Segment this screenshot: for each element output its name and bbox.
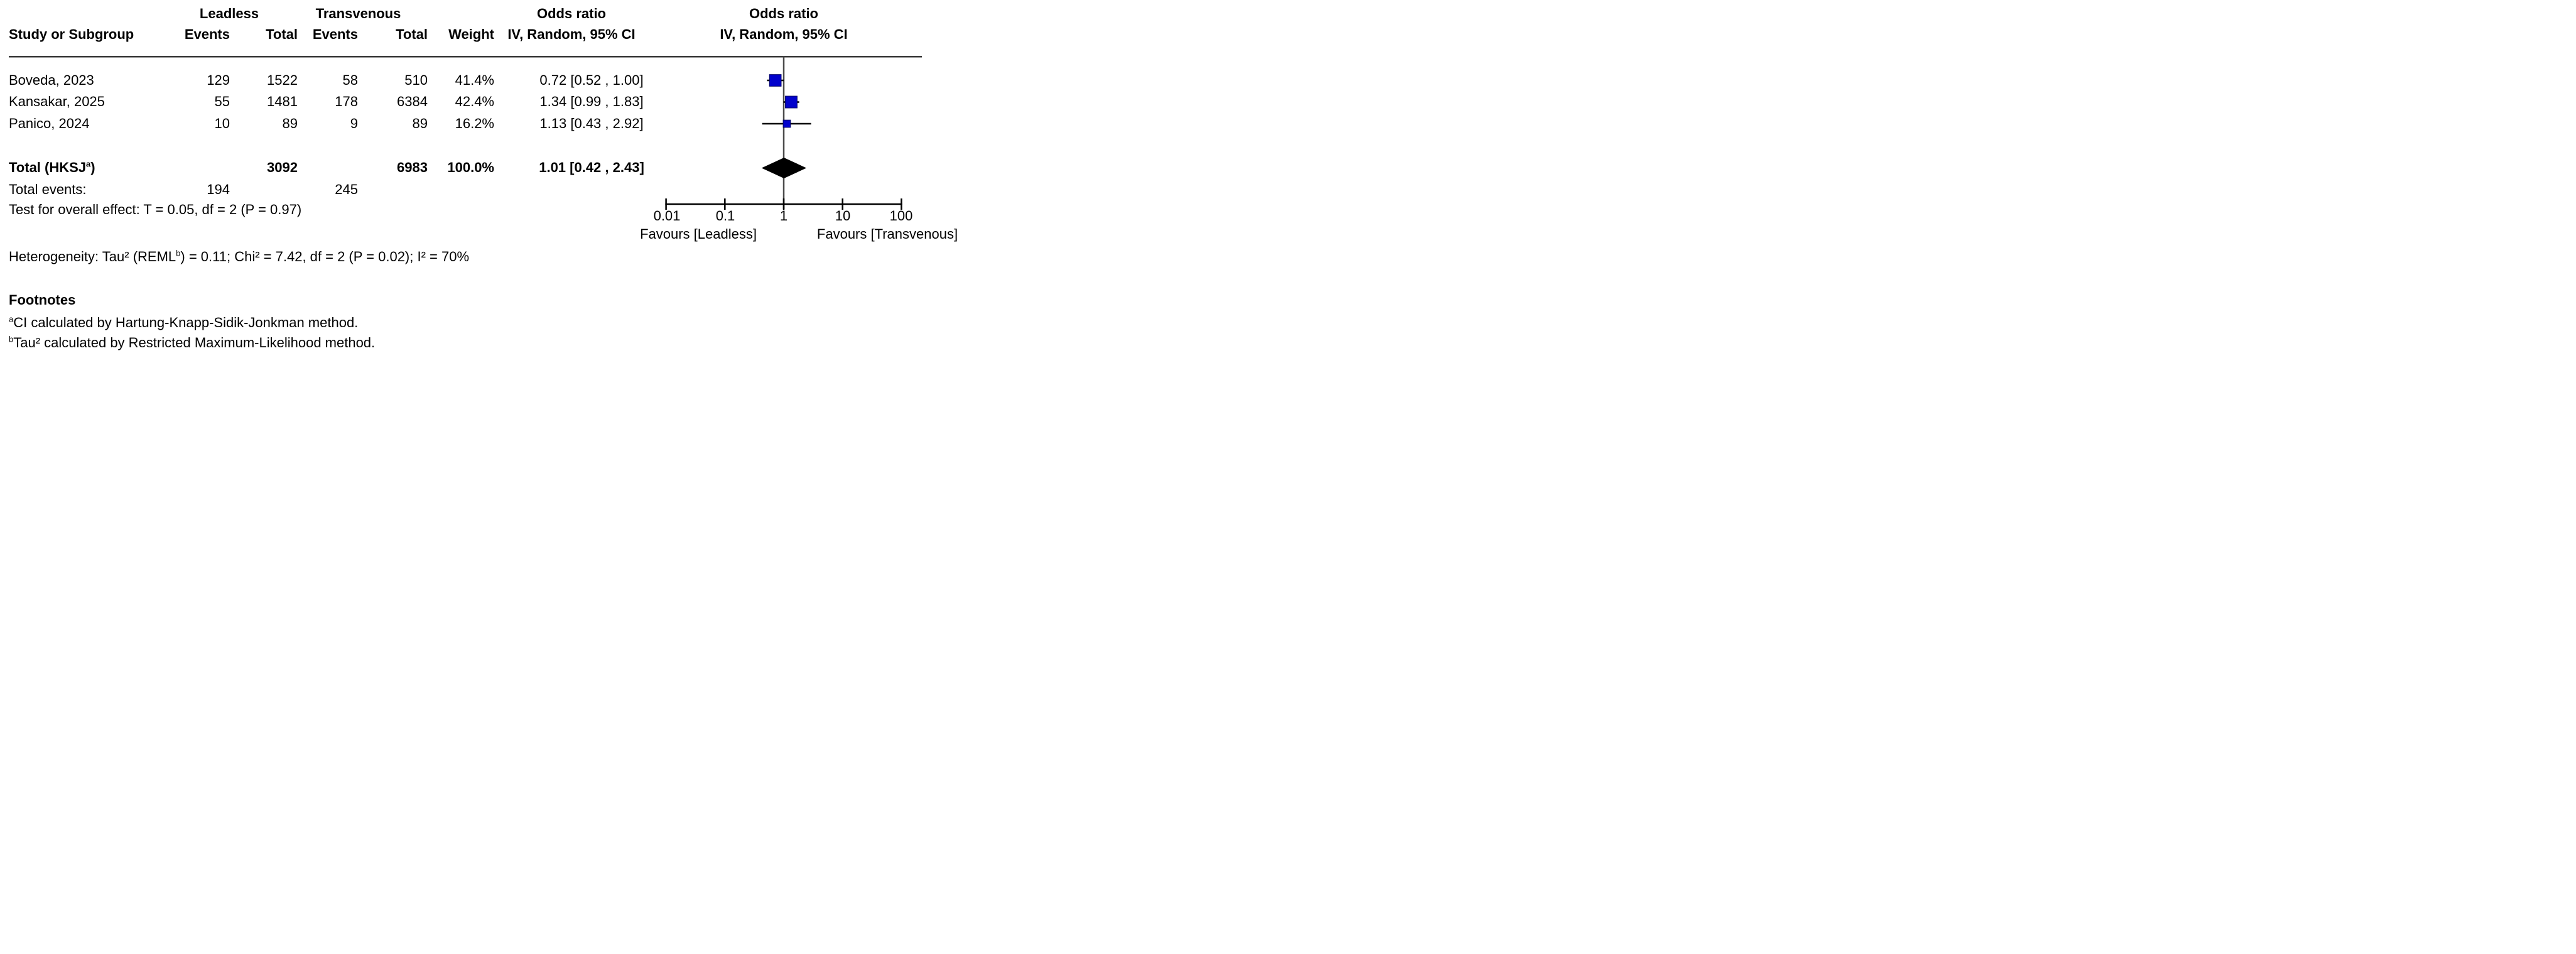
total-transvenous-sum: 6983: [397, 160, 428, 175]
study-name: Boveda, 2023: [9, 72, 94, 88]
column-header-row: Study or Subgroup Events Total Events To…: [0, 26, 970, 43]
total-transvenous-value: 510: [404, 72, 428, 88]
study-column-header: Study or Subgroup: [9, 26, 134, 42]
total-events-leadless: 194: [207, 182, 230, 197]
axis-tick-label: 0.01: [653, 208, 681, 224]
weight-value: 41.4%: [455, 72, 494, 88]
total-or-ci: 1.01 [0.42 , 2.43]: [539, 160, 644, 175]
overall-effect-test-text: Test for overall effect: T = 0.05, df = …: [9, 202, 302, 217]
study-name: Panico, 2024: [9, 116, 90, 131]
events-leadless-header: Events: [184, 26, 230, 42]
events-transvenous-value: 9: [350, 116, 358, 131]
weight-header: Weight: [448, 26, 494, 42]
weight-value: 16.2%: [455, 116, 494, 131]
footnote-marker-a: a: [86, 159, 91, 169]
events-transvenous-header: Events: [312, 26, 358, 42]
total-transvenous-value: 6384: [397, 94, 428, 109]
total-leadless-value: 89: [282, 116, 298, 131]
events-transvenous-value: 178: [335, 94, 358, 109]
total-leadless-value: 1481: [267, 94, 298, 109]
footnote-marker-b: b: [9, 334, 14, 344]
header-rule: [9, 56, 922, 58]
or-text-column-title: Odds ratio: [536, 6, 606, 21]
study-row: Panico, 2024 10 89 9 89 16.2% 1.13 [0.43…: [0, 115, 970, 133]
total-events-row: Total events: 194 245: [0, 181, 970, 198]
events-leadless-value: 129: [207, 72, 230, 88]
footnote-marker-a: a: [9, 314, 14, 324]
footnotes-title: Footnotes: [9, 292, 76, 308]
leadless-group-header: Leadless: [199, 6, 259, 21]
total-leadless-value: 1522: [267, 72, 298, 88]
footnote-b: bTau² calculated by Restricted Maximum-L…: [9, 334, 376, 350]
total-transvenous-value: 89: [412, 116, 428, 131]
or-ci-value: 0.72 [0.52 , 1.00]: [539, 72, 644, 88]
events-leadless-value: 55: [214, 94, 230, 109]
axis-tick-label: 1: [779, 208, 788, 224]
total-weight: 100.0%: [447, 160, 494, 175]
or-plot-column-title: Odds ratio: [749, 6, 818, 21]
heterogeneity-text: Heterogeneity: Tau² (REMLb) = 0.11; Chi²…: [9, 248, 470, 264]
total-label: Total (HKSJa): [9, 159, 95, 175]
favours-transvenous-label: Favours [Transvenous]: [816, 226, 958, 242]
total-row: Total (HKSJa) 3092 6983 100.0% 1.01 [0.4…: [0, 159, 970, 176]
favours-leadless-label: Favours [Leadless]: [640, 226, 757, 242]
total-leadless-header: Total: [266, 26, 298, 42]
study-row: Kansakar, 2025 55 1481 178 6384 42.4% 1.…: [0, 93, 970, 111]
transvenous-group-header: Transvenous: [315, 6, 401, 21]
total-events-transvenous: 245: [335, 182, 358, 197]
or-method-plot-header: IV, Random, 95% CI: [720, 26, 848, 42]
footnote-a: aCI calculated by Hartung-Knapp-Sidik-Jo…: [9, 314, 359, 330]
axis-tick-label: 10: [835, 208, 851, 224]
axis-tick-label: 100: [889, 208, 913, 224]
study-name: Kansakar, 2025: [9, 94, 105, 109]
total-leadless-sum: 3092: [267, 160, 298, 175]
or-ci-value: 1.34 [0.99 , 1.83]: [539, 94, 644, 109]
total-transvenous-header: Total: [396, 26, 428, 42]
forest-plot-figure: Leadless Transvenous Odds ratio Odds rat…: [0, 0, 970, 359]
axis-line: [665, 203, 902, 205]
group-header-row: Leadless Transvenous Odds ratio Odds rat…: [0, 5, 970, 23]
footnote-marker-b: b: [176, 248, 181, 258]
weight-value: 42.4%: [455, 94, 494, 109]
total-events-label: Total events:: [9, 182, 87, 197]
axis-tick-label: 0.1: [715, 208, 735, 224]
or-method-text-header: IV, Random, 95% CI: [507, 26, 636, 42]
or-ci-value: 1.13 [0.43 , 2.92]: [539, 116, 644, 131]
events-leadless-value: 10: [214, 116, 230, 131]
study-row: Boveda, 2023 129 1522 58 510 41.4% 0.72 …: [0, 72, 970, 89]
events-transvenous-value: 58: [342, 72, 358, 88]
